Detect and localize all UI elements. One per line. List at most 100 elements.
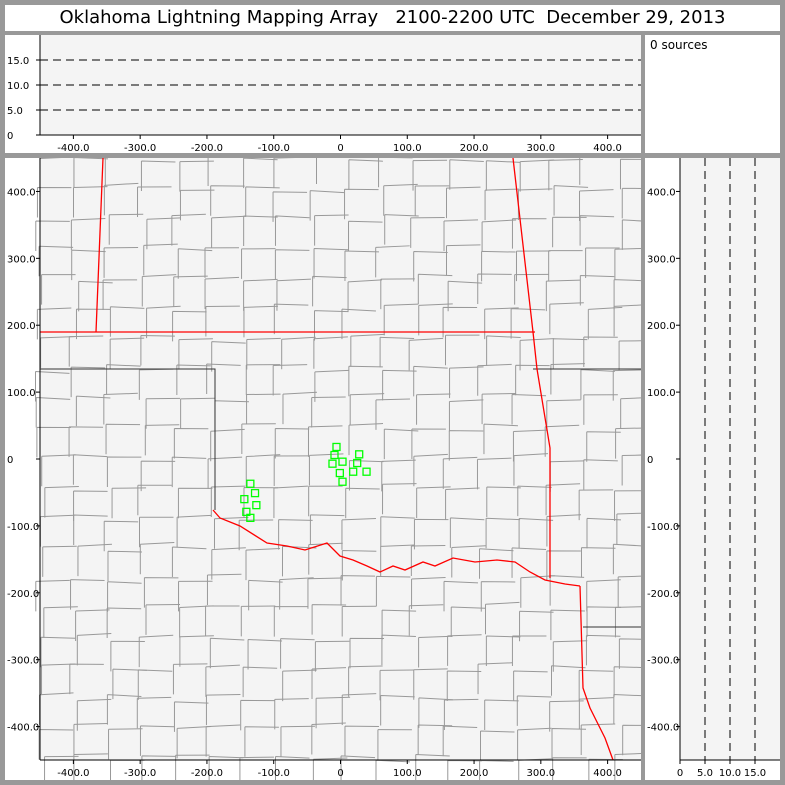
county-boundary <box>145 603 181 635</box>
county-boundary <box>245 364 281 395</box>
county-boundary <box>247 639 283 670</box>
county-boundary <box>586 431 621 462</box>
county-boundary <box>274 755 310 780</box>
county-boundary <box>41 454 76 487</box>
x-tick-label: 400.0 <box>593 768 622 779</box>
county-boundary <box>70 366 106 398</box>
county-boundary <box>413 668 448 700</box>
county-boundary <box>279 577 314 610</box>
county-boundary <box>70 217 106 250</box>
county-boundary <box>44 485 79 518</box>
y-tick-label: -400.0 <box>7 723 39 734</box>
county-boundary <box>553 185 589 216</box>
county-boundary <box>415 753 450 780</box>
x-tick-label: 200.0 <box>460 768 489 779</box>
county-boundary <box>544 424 580 457</box>
county-boundary <box>36 187 72 218</box>
county-boundary <box>586 579 621 612</box>
county-boundary <box>578 669 614 701</box>
county-boundary <box>314 640 350 672</box>
county-boundary <box>545 483 581 516</box>
lma-station-marker <box>328 459 337 468</box>
county-boundary <box>477 363 512 396</box>
county-boundary <box>246 393 281 425</box>
county-boundary <box>518 517 554 549</box>
county-boundary <box>449 517 485 548</box>
county-boundary <box>205 664 240 697</box>
county-boundary <box>141 274 177 307</box>
lma-station-marker <box>338 477 347 486</box>
county-boundary <box>75 308 111 340</box>
county-boundary <box>447 280 483 312</box>
county-boundary <box>273 606 309 637</box>
county-boundary <box>209 637 245 669</box>
county-boundary <box>35 371 70 402</box>
county-boundary <box>583 394 618 425</box>
county-boundary <box>413 251 448 282</box>
county-boundary <box>579 189 614 222</box>
county-boundary <box>145 397 181 429</box>
county-boundary <box>178 580 213 612</box>
county-boundary <box>180 397 215 429</box>
x-tick-label: 300.0 <box>527 143 556 153</box>
county-boundary <box>281 336 316 370</box>
county-boundary <box>443 580 479 612</box>
county-boundary <box>274 698 309 730</box>
county-boundary <box>614 490 641 521</box>
y-tick-label: -400.0 <box>647 723 679 734</box>
y-tick-label: 10.0 <box>7 81 29 92</box>
county-boundary <box>378 158 413 188</box>
county-boundary <box>280 725 315 757</box>
county-boundary <box>444 334 480 366</box>
county-boundary <box>38 728 74 760</box>
county-boundary <box>176 514 212 548</box>
county-boundary <box>477 273 512 305</box>
county-boundary <box>315 696 351 729</box>
county-boundary <box>621 219 641 250</box>
county-boundary <box>479 759 514 780</box>
county-boundary <box>451 545 486 578</box>
county-boundary <box>579 158 581 185</box>
county-boundary <box>207 456 243 489</box>
county-boundary <box>106 694 142 725</box>
lma-station-marker <box>250 488 260 498</box>
county-boundary <box>210 485 246 517</box>
county-boundary <box>484 601 520 635</box>
county-boundary <box>273 303 309 335</box>
state-border-red <box>212 509 581 587</box>
county-boundary <box>70 579 105 610</box>
county-boundary <box>72 454 108 485</box>
county-boundary <box>173 701 209 732</box>
x-tick-label: 200.0 <box>460 143 489 153</box>
county-boundary <box>417 724 453 755</box>
county-boundary <box>613 279 641 310</box>
county-boundary <box>240 605 276 637</box>
county-boundary <box>411 428 446 459</box>
county-boundary <box>621 454 641 486</box>
county-boundary <box>210 185 245 216</box>
county-boundary <box>282 391 318 425</box>
x-tick-label: 100.0 <box>393 768 422 779</box>
county-boundary <box>384 214 419 245</box>
county-boundary <box>552 338 588 369</box>
county-boundary <box>272 364 308 396</box>
y-tick-label: 300.0 <box>7 254 36 265</box>
county-boundary <box>515 250 551 282</box>
county-boundary <box>413 365 448 397</box>
county-boundary <box>585 634 621 666</box>
county-boundary <box>78 280 113 312</box>
county-boundary <box>446 244 481 276</box>
county-boundary <box>77 543 112 577</box>
county-boundary <box>205 605 240 637</box>
county-boundary <box>311 604 347 635</box>
county-boundary <box>618 340 641 371</box>
county-boundary <box>412 159 448 191</box>
plot-area <box>40 158 641 760</box>
altitude-ew-panel: -400.0 -300.0 -200.0 -100.0 0 100.0 200.0 300.0… <box>5 35 641 153</box>
county-boundary <box>273 158 296 189</box>
county-boundary <box>348 159 383 190</box>
county-boundary <box>243 278 278 311</box>
county-boundary <box>177 248 213 279</box>
county-boundary <box>516 695 552 726</box>
county-boundary <box>513 453 548 486</box>
